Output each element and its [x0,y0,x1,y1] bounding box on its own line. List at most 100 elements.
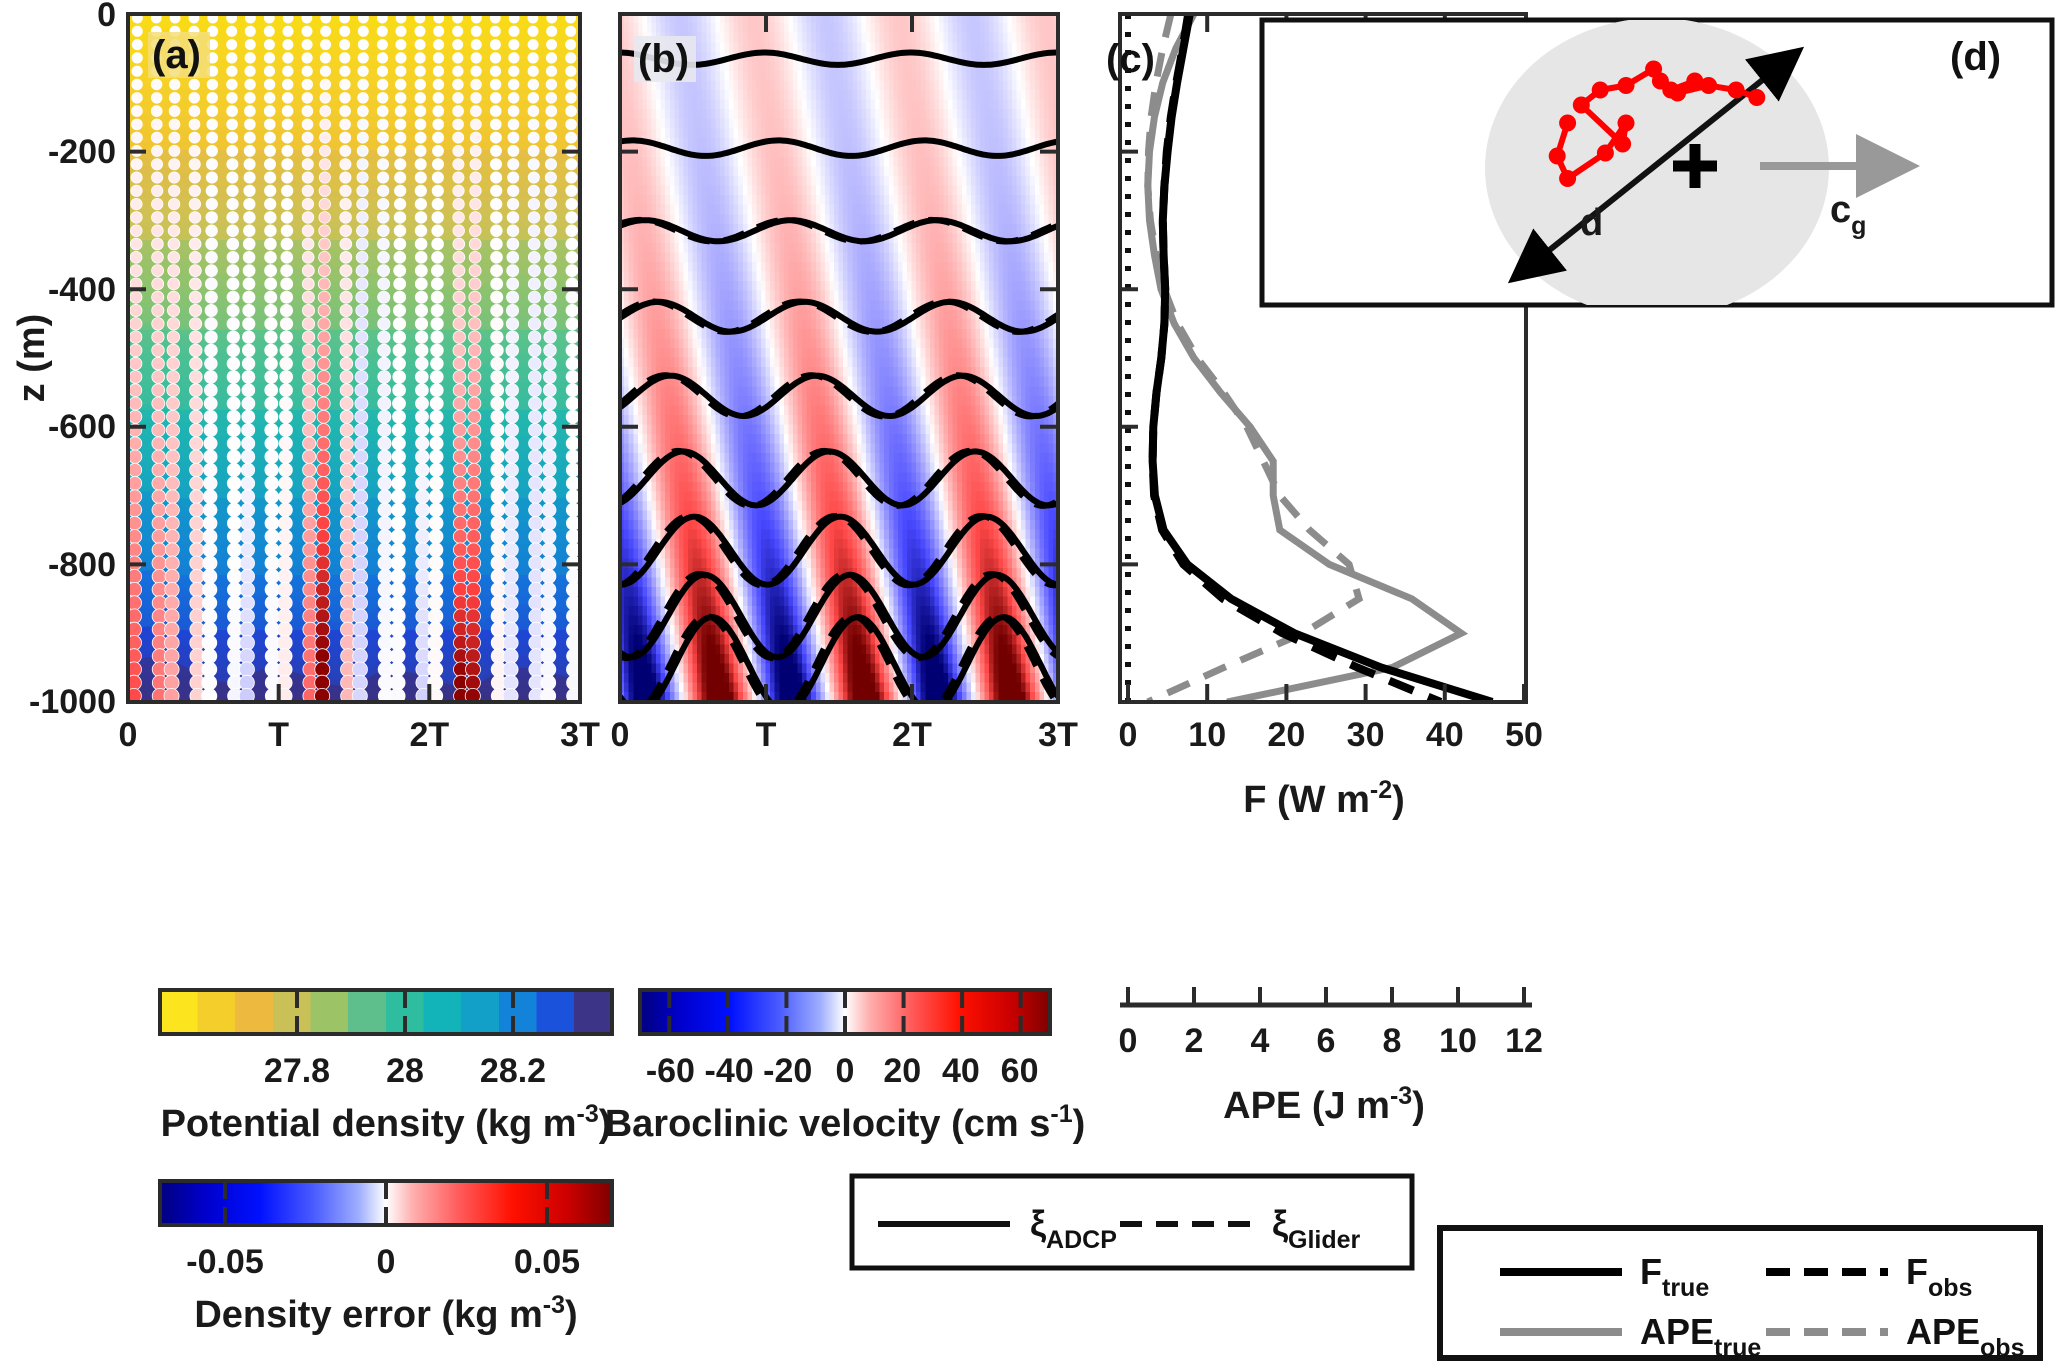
cb-density-title: Potential density (kg m-3) [161,1100,612,1145]
panel-c-F-title-main: F (W m [1243,779,1370,821]
panel-b-isopycnals [620,49,1058,702]
panel-c-F-tick-0: 0 [1119,716,1138,754]
panel-b-y-ticks [620,149,1058,567]
panel-c-axes-frame [1118,12,1528,704]
ytick-0: 0 [97,0,116,34]
curve-ape-true [1144,14,1469,702]
panel-c-tag: (c) [1106,37,1155,81]
ape-tick-10: 10 [1439,1022,1477,1060]
panel-d: (d) d cg [1259,17,2055,308]
cb-density-tick-27-8: 27.8 [264,1052,330,1090]
ytick-200: -200 [48,133,116,171]
colorbar-density-error: -0.05 0 0.05 Density error (kg m-3) [158,1179,614,1336]
panel-b-xtick-3T: 3T [1038,716,1078,754]
cb-density-title-main: Potential density (kg m [161,1103,577,1145]
panel-b-xtick-T: T [756,716,777,754]
xtick-2T: 2T [409,716,449,754]
panel-b-velocity-field [620,14,1058,702]
panel-c-F-tick-40: 40 [1426,716,1464,754]
panel-c-ape-ticklabels: 0 2 4 6 8 10 12 [1119,1022,1543,1060]
panel-c-F-title-tail: ) [1392,779,1405,821]
cb-velocity-title-tail: ) [1073,1103,1086,1145]
colorbar-potential-density: 27.8 28 28.2 Potential density (kg m-3) [158,988,614,1145]
ape-tick-8: 8 [1383,1022,1402,1060]
ape-tick-6: 6 [1317,1022,1336,1060]
xtick-T: T [268,716,289,754]
panel-b-axes-frame [618,12,1060,704]
ytick-1000: -1000 [29,683,116,721]
cb-error-tick-zero: 0 [377,1243,396,1281]
ape-tick-4: 4 [1251,1022,1270,1060]
panel-c-F-tick-50: 50 [1505,716,1543,754]
panel-c-y-ticks [1120,149,1138,567]
panel-c-x-ticklabels: 0 10 20 30 40 50 [1119,716,1543,754]
legend-label-ape-true: APEtrue [1640,1311,1761,1362]
cb-error-title-sup: -3 [543,1291,565,1319]
panel-a-y-ticklabels: 0 -200 -400 -600 -800 -1000 [29,0,116,721]
panel-c-F-tick-20: 20 [1267,716,1305,754]
cb-error-title: Density error (kg m-3) [194,1291,577,1336]
panel-b-xtick-0: 0 [611,716,630,754]
cb-error-tick-neg: -0.05 [186,1243,264,1281]
cb-vel-tick-40: 40 [942,1052,980,1090]
cb-velocity-title-sup: -1 [1050,1100,1072,1128]
cb-vel-tick-0: 0 [836,1052,855,1090]
panel-d-track-points [1548,60,1766,187]
panel-c-curves [1125,14,1494,702]
cb-density-title-tail: ) [599,1103,612,1145]
panel-d-distance-label: d [1580,202,1603,244]
panel-c-F-tick-30: 30 [1347,716,1385,754]
cb-vel-tick-m40: -40 [705,1052,754,1090]
panel-a-ylabel: z (m) [11,314,53,403]
panel-a-y-ticks [128,12,580,704]
legend-label-ape-obs: APEobs [1906,1311,2024,1362]
curve-f-obs [1148,14,1443,702]
cb-vel-tick-m60: -60 [646,1052,695,1090]
legend-label-f-true: Ftrue [1640,1251,1709,1302]
panel-c-F-tick-10: 10 [1188,716,1226,754]
ape-tick-0: 0 [1119,1022,1138,1060]
ytick-600: -600 [48,408,116,446]
cb-density-tick-28: 28 [386,1052,424,1090]
panel-a-tag-text: (a) [152,33,201,77]
cb-error-title-tail: ) [565,1294,578,1336]
panel-b-tag-text: (b) [638,37,689,81]
panel-b-legend: ξADCP ξGlider [849,1173,1415,1271]
panel-a-axes-frame [126,12,582,704]
panel-c-APE-title-tail: ) [1412,1085,1425,1127]
panel-a-tag: (a) [148,32,210,78]
cb-density-title-sup: -3 [577,1100,599,1128]
cb-velocity-title-main: Baroclinic velocity (cm s [605,1103,1051,1145]
ytick-400: -400 [48,271,116,309]
panel-c-ape-axis: 0 2 4 6 8 10 12 APE (J m-3) [1119,987,1543,1127]
panel-c-tag-text: (c) [1106,37,1155,81]
cb-velocity-ticklabels: -60 -40 -20 0 20 40 60 [646,1052,1039,1090]
panel-b: 0 T 2T 3T (b) [611,12,1079,754]
panel-b-x-ticklabels: 0 T 2T 3T [611,716,1079,754]
panel-a: 0 -200 -400 -600 -800 -1000 0 T 2T 3T z … [11,0,600,754]
panel-b-tag: (b) [634,36,696,82]
ytick-800: -800 [48,546,116,584]
panel-a-x-ticklabels: 0 T 2T 3T [119,716,601,754]
panel-a-x-ticks [126,684,582,702]
panel-c-APE-title-sup: -3 [1390,1082,1412,1110]
cb-vel-tick-m20: -20 [763,1052,812,1090]
panel-c-F-title-sup: -2 [1370,776,1392,804]
legend-label-xi-adcp: ξADCP [1030,1203,1117,1254]
panel-c-F-axis-title: F (W m-2) [1243,776,1405,821]
ape-tick-2: 2 [1185,1022,1204,1060]
cb-velocity-title: Baroclinic velocity (cm s-1) [605,1100,1086,1145]
cb-error-title-main: Density error (kg m [194,1294,542,1336]
legend-label-f-obs: Fobs [1906,1251,1972,1302]
xtick-3T: 3T [560,716,600,754]
panel-c-APE-title-main: APE (J m [1223,1085,1390,1127]
cb-vel-tick-20: 20 [883,1052,921,1090]
cb-vel-tick-60: 60 [1001,1052,1039,1090]
panel-c-legend: Ftrue Fobs APEtrue APEobs [1437,1225,2043,1362]
panel-a-glider-samples [128,14,580,702]
cb-error-tick-pos: 0.05 [514,1243,580,1281]
panel-d-cg-label: cg [1830,189,1866,240]
legend-label-xi-glider: ξGlider [1272,1203,1361,1254]
